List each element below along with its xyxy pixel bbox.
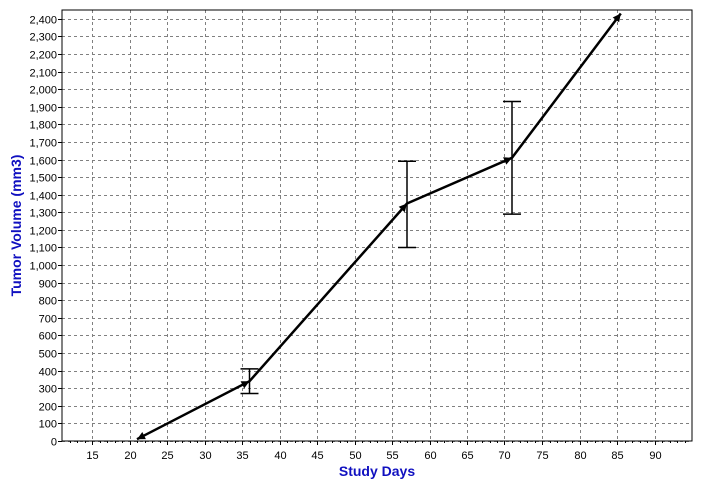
y-tick-label: 1,700 [29, 138, 57, 150]
y-tick-label: 2,400 [29, 15, 57, 27]
y-tick-label: 800 [39, 296, 57, 308]
y-tick-label: 2,300 [29, 32, 57, 44]
data-point-marker [398, 203, 407, 213]
y-tick-label: 1,300 [29, 208, 57, 220]
x-tick-label: 85 [611, 450, 623, 462]
grid-lines [62, 10, 692, 442]
x-tick-label: 50 [349, 450, 361, 462]
series-line [136, 12, 622, 441]
y-axis-title: Tumor Volume (mm3) [8, 155, 24, 297]
y-tick-label: 300 [39, 384, 57, 396]
axis-ticks: 0 100 200 300 400 500 600 700 800 900 1,000 1,100 1,… [29, 15, 686, 462]
data-series [136, 12, 622, 441]
y-tick-label: 1,500 [29, 173, 57, 185]
x-axis-title: Study Days [339, 463, 415, 479]
error-bar [398, 160, 416, 249]
data-point-marker [503, 157, 512, 165]
y-tick-label: 900 [39, 279, 57, 291]
x-tick-label: 70 [498, 450, 510, 462]
error-bar [240, 368, 259, 395]
x-tick-label: 25 [161, 450, 173, 462]
x-tick-label: 35 [236, 450, 248, 462]
x-tick-label: 30 [199, 450, 211, 462]
y-tick-label: 1,600 [29, 156, 57, 168]
y-tick-label: 1,800 [29, 120, 57, 132]
x-tick-label: 75 [536, 450, 548, 462]
y-tick-label: 100 [39, 419, 57, 431]
y-tick-label: 200 [39, 402, 57, 414]
y-tick-label: 2,000 [29, 85, 57, 97]
x-tick-label: 15 [86, 450, 98, 462]
y-tick-label: 1,400 [29, 191, 57, 203]
y-tick-label: 1,000 [29, 261, 57, 273]
x-tick-label: 20 [124, 450, 136, 462]
y-tick-label: 2,200 [29, 50, 57, 62]
y-tick-label: 2,100 [29, 68, 57, 80]
y-tick-label: 500 [39, 349, 57, 361]
x-tick-label: 55 [386, 450, 398, 462]
y-tick-label: 1,200 [29, 226, 57, 238]
y-tick-label: 600 [39, 331, 57, 343]
x-tick-label: 40 [274, 450, 286, 462]
x-tick-label: 45 [311, 450, 323, 462]
x-tick-label: 90 [649, 450, 661, 462]
y-tick-label: 700 [39, 314, 57, 326]
y-tick-label: 1,900 [29, 103, 57, 115]
data-point-marker [240, 381, 250, 389]
data-point-marker [612, 13, 621, 23]
y-tick-label: 1,100 [29, 243, 57, 255]
x-tick-label: 65 [461, 450, 473, 462]
error-bar [503, 100, 521, 215]
data-point-marker [137, 432, 146, 440]
x-tick-label: 60 [424, 450, 436, 462]
plot-area-frame [61, 9, 693, 442]
x-tick-label: 80 [574, 450, 586, 462]
y-tick-label: 400 [39, 367, 57, 379]
y-tick-label: 0 [51, 437, 57, 449]
